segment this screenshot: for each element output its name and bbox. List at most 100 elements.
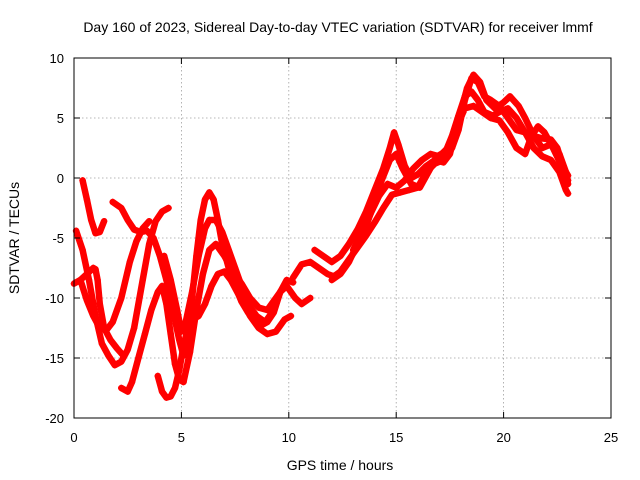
data-point <box>246 312 254 320</box>
data-point <box>283 282 290 290</box>
data-point <box>90 312 97 320</box>
data-point <box>92 230 99 237</box>
data-point <box>298 261 305 268</box>
y-tick-label: -20 <box>45 411 64 426</box>
data-point <box>135 354 142 362</box>
series-trace <box>79 177 108 237</box>
ticks <box>73 57 612 419</box>
data-point <box>96 300 103 308</box>
series-sat-d <box>77 217 153 334</box>
data-point <box>109 318 116 326</box>
data-point <box>272 328 280 335</box>
data-point <box>79 246 86 254</box>
y-tick-label: -5 <box>52 231 64 246</box>
y-tick-label: -15 <box>45 351 64 366</box>
data-point <box>167 393 174 400</box>
data-point <box>148 306 155 314</box>
data-point <box>395 141 402 148</box>
data-point <box>118 294 125 302</box>
data-point <box>206 216 213 224</box>
data-point <box>201 300 209 308</box>
data-point <box>521 150 529 158</box>
data-point <box>496 117 503 124</box>
data-point <box>506 93 514 100</box>
data-point <box>345 240 353 248</box>
data-point <box>255 304 262 311</box>
data-point <box>130 226 138 233</box>
data-point <box>158 388 166 395</box>
data-point <box>167 276 174 284</box>
data-point <box>83 270 91 278</box>
data-point <box>375 192 383 200</box>
data-point <box>128 378 136 386</box>
data-point <box>528 132 535 140</box>
data-point <box>141 330 149 338</box>
data-point <box>124 346 131 353</box>
data-point <box>371 219 378 226</box>
data-point <box>195 252 202 260</box>
data-point <box>221 252 228 260</box>
data-point <box>113 345 121 352</box>
data-point <box>79 177 86 184</box>
y-tick-label: 5 <box>57 111 64 126</box>
x-tick-label: 15 <box>389 430 403 445</box>
data-point <box>277 288 284 296</box>
data-point <box>221 268 228 275</box>
data-point <box>564 190 572 197</box>
data-point <box>158 208 166 215</box>
data-point <box>210 196 217 203</box>
x-tick-label: 25 <box>604 430 618 445</box>
data-point <box>111 362 119 369</box>
data-point <box>161 252 168 260</box>
data-point <box>504 114 512 122</box>
data-point <box>283 276 290 284</box>
data-point <box>562 186 570 194</box>
data-point <box>414 171 421 178</box>
data-point <box>201 225 209 232</box>
data-point <box>212 240 219 248</box>
y-axis-label: SDTVAR / TECUs <box>6 182 22 294</box>
data-point <box>324 270 331 278</box>
data-point <box>186 348 194 356</box>
data-point <box>133 238 140 245</box>
data-point <box>225 246 232 254</box>
x-tick-labels: 0 5 10 15 20 25 <box>70 430 618 445</box>
y-tick-label: 10 <box>50 51 64 66</box>
data-point <box>513 144 520 152</box>
data-point <box>176 366 183 374</box>
data-point <box>255 324 262 332</box>
series-sat-l <box>349 102 572 254</box>
data-point <box>264 306 271 314</box>
data-point <box>98 340 106 347</box>
data-point <box>416 184 424 191</box>
data-point <box>77 276 84 284</box>
data-point <box>513 114 520 122</box>
data-point <box>478 108 486 116</box>
series-sat-g <box>154 268 295 401</box>
data-point <box>212 216 219 224</box>
data-point <box>96 228 103 236</box>
data-point <box>270 306 277 314</box>
data-point <box>539 144 546 152</box>
data-point <box>154 372 161 380</box>
series-trace <box>118 240 288 395</box>
data-point <box>206 189 213 196</box>
data-point <box>311 246 318 254</box>
x-axis-label: GPS time / hours <box>287 457 394 473</box>
data-point <box>399 165 406 172</box>
data-point <box>253 312 260 320</box>
data-point <box>118 204 125 212</box>
data-point <box>513 126 520 134</box>
data-point <box>289 274 297 281</box>
data-point <box>167 330 174 338</box>
data-point <box>171 384 179 392</box>
data-point <box>487 114 494 122</box>
series-layer <box>70 71 572 401</box>
data-point <box>319 252 327 260</box>
data-point <box>261 318 269 326</box>
data-point <box>158 282 166 290</box>
data-point <box>476 78 484 86</box>
data-point <box>107 336 114 344</box>
data-point <box>103 327 110 334</box>
